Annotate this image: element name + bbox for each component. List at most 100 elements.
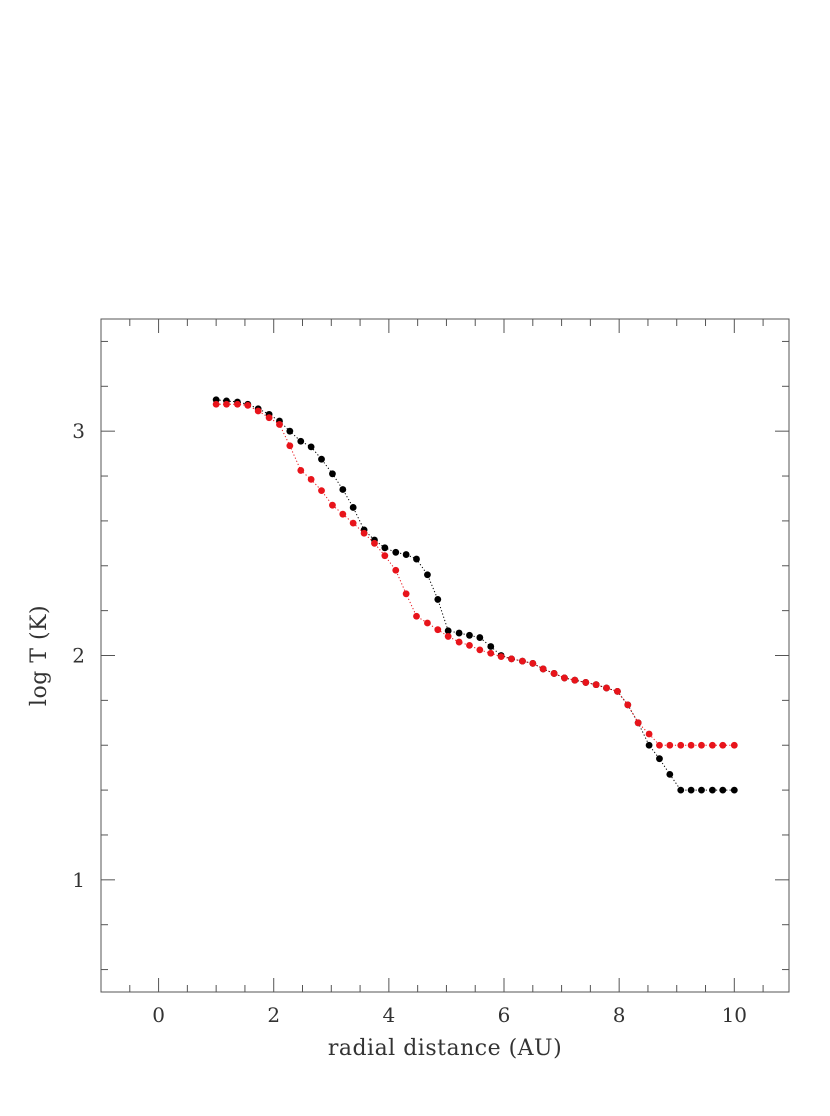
data-point [402,551,410,558]
data-point [508,655,515,663]
data-point [550,670,558,677]
data-point [730,786,738,794]
data-point [434,596,442,603]
y-axis-ticks [101,340,789,971]
data-point [582,679,590,686]
x-tick-label: 2 [267,1003,280,1027]
data-point [413,612,420,620]
data-point [603,684,610,692]
data-point [476,646,484,654]
data-point [698,786,705,794]
data-point [487,649,495,657]
plot-frame [100,318,790,993]
data-point [318,455,325,463]
data-point [476,634,484,641]
data-point [656,755,663,763]
data-point [349,519,357,527]
data-point [687,786,695,794]
data-point [455,638,463,646]
data-point [519,657,526,665]
data-point [645,741,653,749]
data-point [339,486,347,493]
data-point [223,400,230,408]
data-point [381,552,389,560]
data-point [392,566,400,574]
data-point [424,619,431,627]
data-point [487,643,495,650]
y-tick-label: 1 [72,868,85,892]
data-point [666,771,674,778]
data-point [307,443,315,451]
data-point [318,487,325,495]
x-tick-label: 10 [722,1003,747,1027]
data-point [466,642,473,649]
y-axis-label: log T (K) [27,605,52,706]
data-point [571,676,579,684]
data-point [349,504,357,511]
data-point [709,786,716,794]
x-tick-label: 6 [498,1003,511,1027]
data-point [434,626,442,634]
data-point [297,467,305,474]
data-point [286,427,294,435]
data-point [455,629,463,637]
data-point [719,741,727,749]
data-point [392,548,400,556]
series-0 [212,396,738,794]
data-point [413,555,420,563]
x-axis-ticks [100,319,764,992]
data-point [286,442,294,450]
x-axis-label: radial distance (AU) [328,1036,562,1061]
x-axis-tick-labels: 0 2 4 6 8 10 [152,1003,747,1027]
data-point [698,741,705,749]
data-point [297,437,305,445]
data-point [244,401,252,409]
y-axis-tick-labels: 1 2 3 [72,419,85,892]
data-point [234,400,241,408]
data-point [592,681,600,689]
data-point [719,786,727,794]
data-point [614,687,621,695]
data-point [624,701,632,709]
series-line [216,399,735,791]
data-point [634,719,642,727]
data-point [709,741,716,749]
data-point [666,741,674,749]
y-tick-label: 3 [72,419,85,443]
data-point [656,741,663,749]
data-point [677,741,685,749]
data-point [730,741,738,749]
data-point [360,529,368,537]
series-1 [212,400,738,749]
data-point [677,786,685,794]
data-point [424,571,431,579]
x-tick-label: 8 [613,1003,626,1027]
data-point [381,544,389,552]
data-point [329,470,336,478]
data-point [212,400,220,408]
data-point [497,653,505,661]
data-point [561,674,568,682]
data-point [265,414,273,422]
data-series [212,396,738,794]
data-point [539,665,547,673]
data-point [329,501,336,509]
data-point [444,627,452,635]
data-point [339,510,347,518]
data-point [466,631,473,639]
data-point [529,659,537,667]
data-point [402,590,410,598]
x-tick-label: 4 [382,1003,395,1027]
data-point [444,633,452,640]
data-point [276,421,283,428]
series-line [216,403,735,746]
data-point [307,476,315,483]
data-point [254,407,262,415]
x-tick-label: 0 [152,1003,165,1027]
data-point [645,730,653,738]
data-point [687,741,695,749]
y-tick-label: 2 [72,644,85,668]
data-point [371,539,378,547]
